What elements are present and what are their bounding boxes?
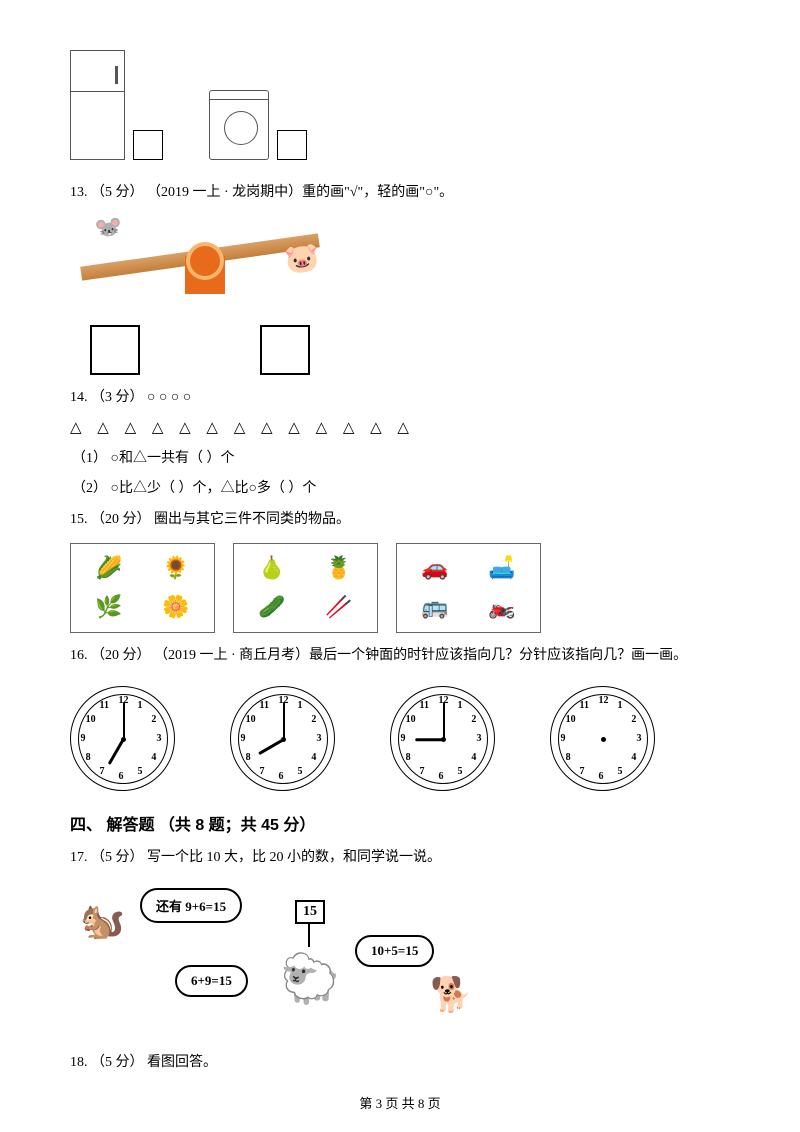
question-15: 15. （20 分） 圈出与其它三件不同类的物品。 xyxy=(70,507,730,532)
clock-2: 121234567891011 xyxy=(230,686,335,791)
pig-icon: 🐷 xyxy=(283,240,322,279)
item-icon: 🌼 xyxy=(162,594,189,620)
item-box-3[interactable]: 🚗 🛋️ 🚌 🏍️ xyxy=(396,543,541,633)
item-icon: 🛋️ xyxy=(488,555,515,581)
items-row: 🌽 🌻 🌿 🌼 🍐 🍍 🥒 🥢 🚗 🛋️ 🚌 🏍️ xyxy=(70,543,730,633)
item-icon: 🚌 xyxy=(421,594,448,620)
q14-sub1: （1） ○和△一共有（ ）个 xyxy=(72,447,730,467)
thought-bubble: 还有 9+6=15 xyxy=(140,888,242,923)
fridge-icon xyxy=(70,50,125,160)
clocks-row: 121234567891011 121234567891011 12123456… xyxy=(70,686,730,791)
appliance-row xyxy=(70,50,730,160)
dog-icon: 🐕 xyxy=(430,975,472,1015)
answer-box[interactable] xyxy=(260,325,310,375)
thought-bubble: 6+9=15 xyxy=(175,965,248,997)
thought-scene: 🐿️ 还有 9+6=15 15 🐑 6+9=15 10+5=15 🐕 xyxy=(100,880,500,1040)
question-14: 14. （3 分） ○ ○ ○ ○ xyxy=(70,385,730,410)
item-icon: 🍐 xyxy=(258,555,285,581)
item-icon: 🏍️ xyxy=(488,594,515,620)
answer-box[interactable] xyxy=(277,130,307,160)
squirrel-icon: 🐿️ xyxy=(80,900,125,942)
section-4-title: 四、 解答题 （共 8 题；共 45 分） xyxy=(70,811,730,835)
seesaw-flower-icon xyxy=(190,246,220,276)
question-18: 18. （5 分） 看图回答。 xyxy=(70,1050,730,1075)
clock-1: 121234567891011 xyxy=(70,686,175,791)
item-icon: 🚗 xyxy=(421,555,448,581)
page-footer: 第 3 页 共 8 页 xyxy=(0,1093,800,1112)
q14-sub2: （2） ○比△少（ ）个，△比○多（ ）个 xyxy=(72,477,730,497)
number-sign: 15 xyxy=(295,900,325,924)
washer-icon xyxy=(209,90,269,160)
item-icon: 🌽 xyxy=(95,555,122,581)
answer-box[interactable] xyxy=(90,325,140,375)
clock-3: 121234567891011 xyxy=(390,686,495,791)
question-13: 13. （5 分） （2019 一上 · 龙岗期中）重的画"√"，轻的画"○"。 xyxy=(70,180,730,205)
answer-box[interactable] xyxy=(133,130,163,160)
item-box-1[interactable]: 🌽 🌻 🌿 🌼 xyxy=(70,543,215,633)
item-icon: 🌻 xyxy=(162,555,189,581)
item-icon: 🍍 xyxy=(325,555,352,581)
thought-bubble: 10+5=15 xyxy=(355,935,434,967)
item-icon: 🥒 xyxy=(258,594,285,620)
triangles-row: △ △ △ △ △ △ △ △ △ △ △ △ △ xyxy=(70,418,730,437)
sheep-icon: 🐑 xyxy=(280,950,340,1007)
item-box-2[interactable]: 🍐 🍍 🥒 🥢 xyxy=(233,543,378,633)
item-icon: 🥢 xyxy=(325,594,352,620)
mouse-icon: 🐭 xyxy=(93,213,124,243)
question-17: 17. （5 分） 写一个比 10 大，比 20 小的数，和同学说一说。 xyxy=(70,845,730,870)
clock-4[interactable]: 121234567891011 xyxy=(550,686,655,791)
item-icon: 🌿 xyxy=(95,594,122,620)
question-16: 16. （20 分） （2019 一上 · 商丘月考）最后一个钟面的时针应该指向… xyxy=(70,643,730,668)
sign-stick xyxy=(308,922,310,947)
